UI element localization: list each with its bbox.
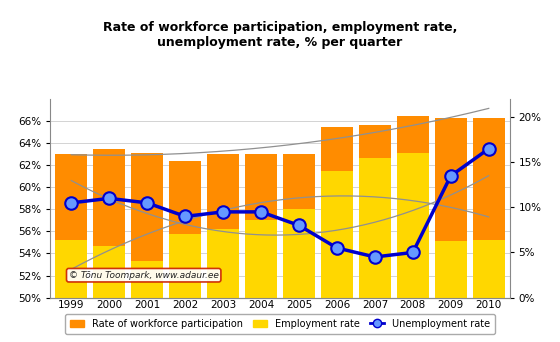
Bar [473, 118, 505, 342]
Bar [131, 261, 164, 342]
Bar [55, 240, 87, 342]
Bar [283, 209, 315, 342]
Bar [283, 154, 315, 342]
Bar [435, 118, 467, 342]
Bar [359, 124, 391, 342]
Bar [169, 234, 201, 342]
Bar [359, 158, 391, 342]
Legend: Rate of workforce participation, Employment rate, Unemployment rate: Rate of workforce participation, Employm… [65, 314, 495, 334]
Bar [169, 161, 201, 342]
Bar [396, 116, 429, 342]
Bar [245, 220, 277, 342]
Text: Rate of workforce participation, employment rate,
unemployment rate, % per quart: Rate of workforce participation, employm… [103, 21, 457, 49]
Bar [207, 154, 239, 342]
Bar [93, 246, 125, 342]
Bar [207, 229, 239, 342]
Bar [245, 154, 277, 342]
Bar [396, 153, 429, 342]
Bar [473, 240, 505, 342]
Text: © Tõnu Toompark, www.adaur.ee: © Tõnu Toompark, www.adaur.ee [69, 271, 218, 280]
Bar [321, 171, 353, 342]
Bar [93, 149, 125, 342]
Bar [131, 153, 164, 342]
Bar [321, 127, 353, 342]
Bar [55, 154, 87, 342]
Bar [435, 241, 467, 342]
